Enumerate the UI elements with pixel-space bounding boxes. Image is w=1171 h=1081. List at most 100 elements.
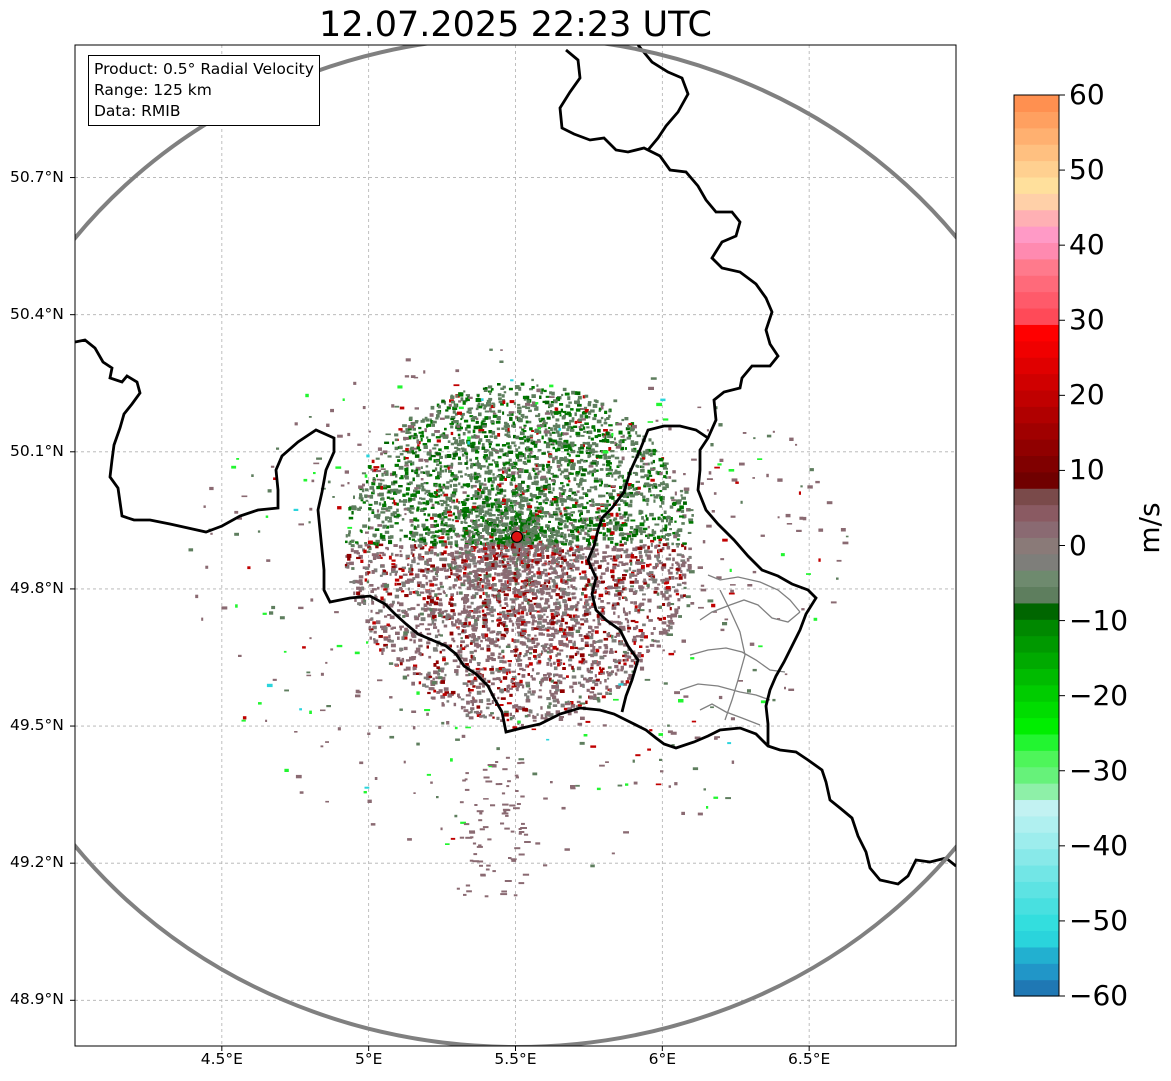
echo-pixel — [592, 417, 597, 421]
echo-pixel — [470, 654, 473, 659]
echo-pixel — [440, 695, 446, 699]
echo-pixel — [646, 583, 650, 587]
echo-pixel — [514, 567, 519, 571]
echo-pixel — [351, 511, 354, 515]
echo-pixel — [474, 446, 480, 450]
echo-pixel — [580, 560, 584, 564]
echo-pixel — [507, 689, 510, 693]
echo-pixel — [594, 435, 599, 439]
echo-pixel — [455, 534, 461, 538]
echo-pixel — [471, 435, 476, 439]
echo-pixel — [545, 549, 550, 552]
echo-pixel — [541, 467, 545, 471]
echo-pixel — [427, 623, 433, 626]
echo-pixel — [668, 619, 674, 623]
echo-pixel — [591, 462, 597, 465]
echo-pixel — [540, 714, 544, 719]
echo-pixel — [525, 637, 530, 640]
echo-pixel — [424, 567, 427, 571]
echo-pixel — [502, 453, 508, 457]
echo-pixel — [490, 502, 496, 506]
echo-pixel — [530, 675, 533, 678]
echo-pixel — [362, 501, 366, 504]
echo-pixel — [613, 517, 618, 521]
echo-pixel — [439, 603, 443, 607]
echo-pixel — [499, 482, 504, 485]
echo-pixel — [649, 483, 655, 487]
echo-pixel — [478, 610, 481, 614]
echo-pixel — [454, 669, 459, 674]
echo-pixel — [422, 527, 427, 531]
echo-pixel — [590, 663, 594, 667]
echo-pixel — [410, 507, 415, 510]
echo-pixel — [576, 666, 582, 671]
echo-pixel — [661, 580, 664, 584]
echo-pixel — [411, 568, 414, 572]
echo-pixel — [612, 578, 615, 581]
echo-pixel — [404, 580, 410, 584]
echo-pixel — [585, 493, 589, 497]
echo-pixel — [438, 461, 442, 465]
echo-pixel — [509, 716, 513, 721]
echo-pixel — [463, 622, 467, 625]
echo-pixel — [559, 624, 563, 627]
echo-pixel — [394, 573, 397, 576]
echo-pixel — [591, 687, 595, 690]
echo-pixel — [548, 545, 552, 549]
echo-pixel — [519, 490, 523, 493]
echo-pixel — [496, 416, 501, 420]
echo-pixel — [558, 642, 564, 646]
echo-pixel — [547, 580, 551, 583]
echo-pixel — [473, 546, 477, 550]
echo-pixel — [570, 617, 575, 621]
echo-pixel — [493, 595, 497, 599]
echo-pixel — [531, 455, 536, 458]
echo-pixel — [687, 564, 692, 568]
echo-pixel — [627, 424, 630, 429]
echo-pixel — [373, 541, 377, 546]
echo-pixel — [462, 657, 468, 662]
echo-pixel — [558, 553, 562, 557]
echo-pixel — [511, 424, 514, 428]
echo-pixel — [657, 471, 662, 476]
echo-pixel — [403, 456, 406, 461]
echo-pixel — [469, 659, 472, 664]
echo-pixel — [566, 571, 569, 576]
echo-pixel — [596, 580, 600, 583]
echo-pixel — [365, 499, 369, 502]
echo-pixel — [545, 627, 550, 631]
echo-pixel — [559, 512, 563, 516]
echo-pixel — [394, 553, 399, 557]
echo-pixel — [513, 639, 517, 644]
echo-pixel — [436, 439, 441, 443]
echo-pixel — [485, 658, 490, 662]
echo-pixel — [439, 551, 442, 556]
echo-pixel — [578, 626, 582, 630]
echo-pixel — [604, 435, 607, 440]
echo-pixel — [459, 657, 464, 660]
echo-pixel — [482, 514, 487, 517]
echo-pixel — [503, 463, 506, 467]
echo-pixel — [590, 437, 594, 441]
echo-pixel — [530, 565, 535, 569]
echo-pixel — [537, 581, 541, 586]
echo-pixel — [501, 502, 507, 505]
echo-pixel — [404, 467, 409, 472]
echo-pixel — [559, 519, 564, 524]
echo-pixel — [454, 532, 460, 535]
echo-pixel — [559, 627, 563, 632]
echo-pixel — [559, 533, 564, 536]
echo-pixel — [557, 679, 561, 683]
echo-pixel — [405, 666, 411, 671]
echo-pixel — [378, 543, 384, 547]
echo-pixel — [383, 569, 387, 573]
echo-pixel — [528, 652, 533, 655]
echo-pixel — [611, 634, 614, 639]
echo-pixel — [603, 421, 608, 425]
echo-pixel — [456, 574, 461, 579]
echo-pixel — [398, 428, 403, 431]
echo-pixel — [509, 520, 513, 525]
echo-pixel — [405, 428, 410, 432]
echo-pixel — [538, 502, 542, 506]
echo-pixel — [441, 611, 444, 615]
